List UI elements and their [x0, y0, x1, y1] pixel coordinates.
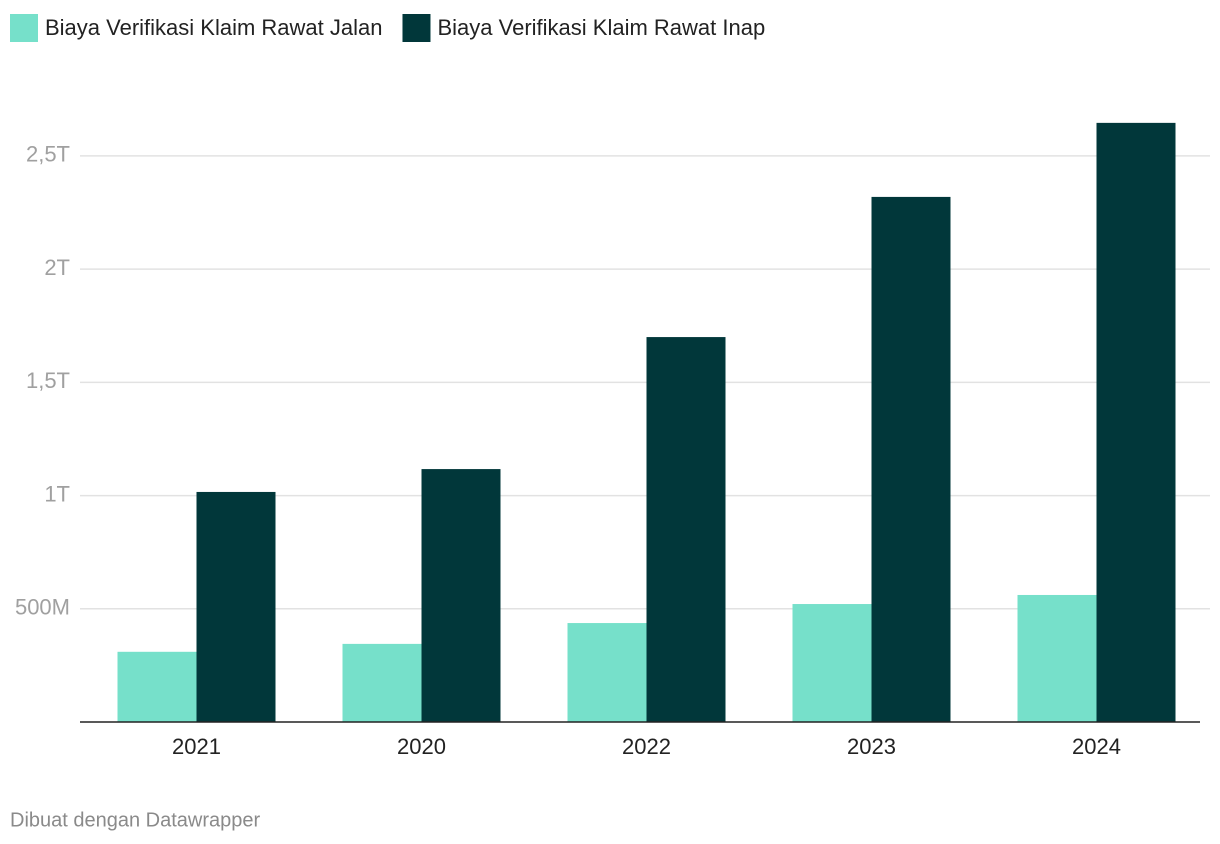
bar: [342, 643, 422, 722]
bar: [117, 651, 197, 722]
x-tick-label: 2022: [622, 734, 671, 759]
x-tick-label: 2020: [397, 734, 446, 759]
y-tick-label: 1T: [44, 481, 70, 506]
bar: [421, 469, 501, 722]
legend-swatch: [402, 14, 431, 42]
legend-label: Biaya Verifikasi Klaim Rawat Jalan: [45, 15, 382, 40]
x-tick-label: 2021: [172, 734, 221, 759]
bar: [1096, 122, 1176, 723]
x-tick-label: 2024: [1072, 734, 1121, 759]
x-tick-label: 2023: [847, 734, 896, 759]
legend-label: Biaya Verifikasi Klaim Rawat Inap: [437, 15, 765, 40]
y-tick-label: 2T: [44, 255, 70, 280]
y-tick-label: 1,5T: [26, 368, 70, 393]
bar: [567, 623, 647, 722]
y-tick-label: 2,5T: [26, 142, 70, 167]
bar: [792, 604, 872, 722]
legend-swatch: [10, 14, 38, 42]
bar: [1017, 594, 1097, 722]
footer: Dibuat dengan Datawrapper: [10, 809, 261, 831]
bar: [871, 196, 951, 723]
bar: [196, 491, 276, 722]
y-tick-label: 500M: [15, 595, 70, 620]
bar: [646, 337, 726, 722]
